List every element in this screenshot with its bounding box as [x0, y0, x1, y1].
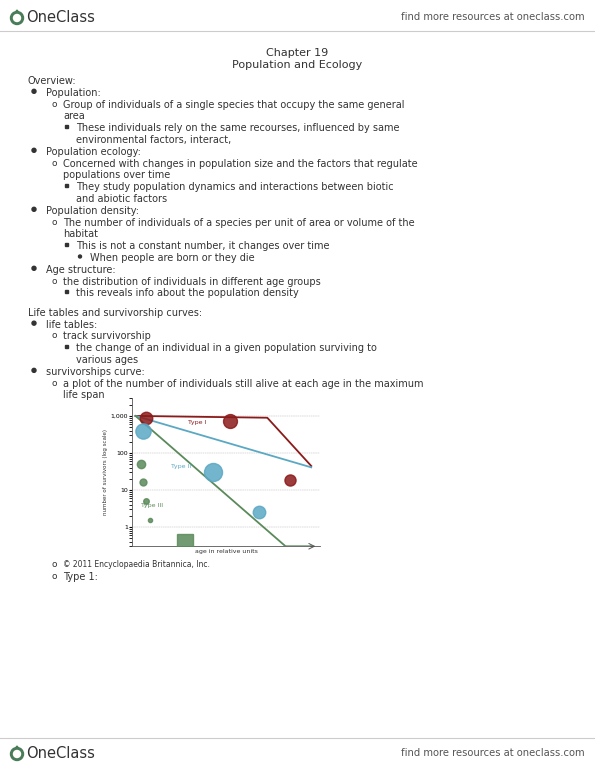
- Circle shape: [14, 15, 20, 22]
- Circle shape: [32, 149, 36, 152]
- Text: o: o: [51, 218, 57, 226]
- Text: Age structure:: Age structure:: [46, 265, 115, 275]
- Text: o: o: [51, 99, 57, 109]
- Text: Overview:: Overview:: [28, 76, 77, 86]
- Text: Chapter 19: Chapter 19: [266, 48, 328, 58]
- Text: the distribution of individuals in different age groups: the distribution of individuals in diffe…: [63, 276, 321, 286]
- Text: Life tables and survivorship curves:: Life tables and survivorship curves:: [28, 308, 202, 318]
- Text: This is not a constant number, it changes over time: This is not a constant number, it change…: [76, 241, 330, 251]
- Text: a plot of the number of individuals still alive at each age in the maximum: a plot of the number of individuals stil…: [63, 379, 424, 389]
- Bar: [65, 243, 68, 246]
- Text: o: o: [51, 572, 57, 581]
- Circle shape: [79, 255, 82, 258]
- Circle shape: [11, 748, 23, 761]
- Text: Population and Ecology: Population and Ecology: [232, 60, 362, 70]
- Circle shape: [11, 12, 23, 25]
- Text: Concerned with changes in population size and the factors that regulate: Concerned with changes in population siz…: [63, 159, 418, 169]
- Text: and abiotic factors: and abiotic factors: [76, 194, 167, 204]
- Polygon shape: [15, 10, 19, 13]
- Text: survivorships curve:: survivorships curve:: [46, 367, 145, 377]
- Text: find more resources at oneclass.com: find more resources at oneclass.com: [402, 748, 585, 758]
- Text: Population density:: Population density:: [46, 206, 139, 216]
- Text: o: o: [51, 276, 57, 286]
- Text: o: o: [51, 159, 57, 168]
- Text: track survivorship: track survivorship: [63, 331, 151, 341]
- Text: find more resources at oneclass.com: find more resources at oneclass.com: [402, 12, 585, 22]
- Circle shape: [32, 321, 36, 325]
- Text: Population:: Population:: [46, 88, 101, 98]
- Text: life tables:: life tables:: [46, 320, 97, 330]
- Text: OneClass: OneClass: [26, 9, 95, 25]
- Text: They study population dynamics and interactions between biotic: They study population dynamics and inter…: [76, 182, 394, 192]
- Text: o: o: [51, 379, 57, 387]
- Bar: [65, 125, 68, 128]
- Text: The number of individuals of a species per unit of area or volume of the: The number of individuals of a species p…: [63, 218, 415, 228]
- Polygon shape: [15, 746, 19, 749]
- Text: populations over time: populations over time: [63, 170, 170, 180]
- Circle shape: [32, 368, 36, 373]
- Text: Population ecology:: Population ecology:: [46, 147, 141, 157]
- Text: When people are born or they die: When people are born or they die: [90, 253, 255, 263]
- Text: Type 1:: Type 1:: [63, 572, 98, 582]
- Text: habitat: habitat: [63, 229, 98, 239]
- Text: These individuals rely on the same recourses, influenced by same: These individuals rely on the same recou…: [76, 123, 399, 133]
- Text: Type II: Type II: [171, 464, 191, 469]
- Text: various ages: various ages: [76, 355, 138, 365]
- Text: o: o: [51, 331, 57, 340]
- Circle shape: [32, 207, 36, 211]
- Text: Type I: Type I: [188, 420, 206, 425]
- Bar: [65, 345, 68, 348]
- Bar: [65, 184, 68, 186]
- Text: Type III: Type III: [141, 503, 163, 507]
- Text: Group of individuals of a single species that occupy the same general: Group of individuals of a single species…: [63, 99, 405, 109]
- Y-axis label: number of survivors (log scale): number of survivors (log scale): [102, 429, 108, 515]
- Text: OneClass: OneClass: [26, 745, 95, 761]
- Circle shape: [14, 751, 20, 758]
- Text: the change of an individual in a given population surviving to: the change of an individual in a given p…: [76, 343, 377, 353]
- X-axis label: age in relative units: age in relative units: [195, 549, 258, 554]
- Text: environmental factors, interact,: environmental factors, interact,: [76, 135, 231, 145]
- Text: this reveals info about the population density: this reveals info about the population d…: [76, 289, 299, 299]
- Text: life span: life span: [63, 390, 105, 400]
- Circle shape: [32, 266, 36, 270]
- Bar: [65, 290, 68, 293]
- Circle shape: [32, 89, 36, 93]
- Text: © 2011 Encyclopaedia Britannica, Inc.: © 2011 Encyclopaedia Britannica, Inc.: [63, 561, 210, 569]
- Text: area: area: [63, 112, 84, 122]
- Text: o: o: [51, 561, 57, 569]
